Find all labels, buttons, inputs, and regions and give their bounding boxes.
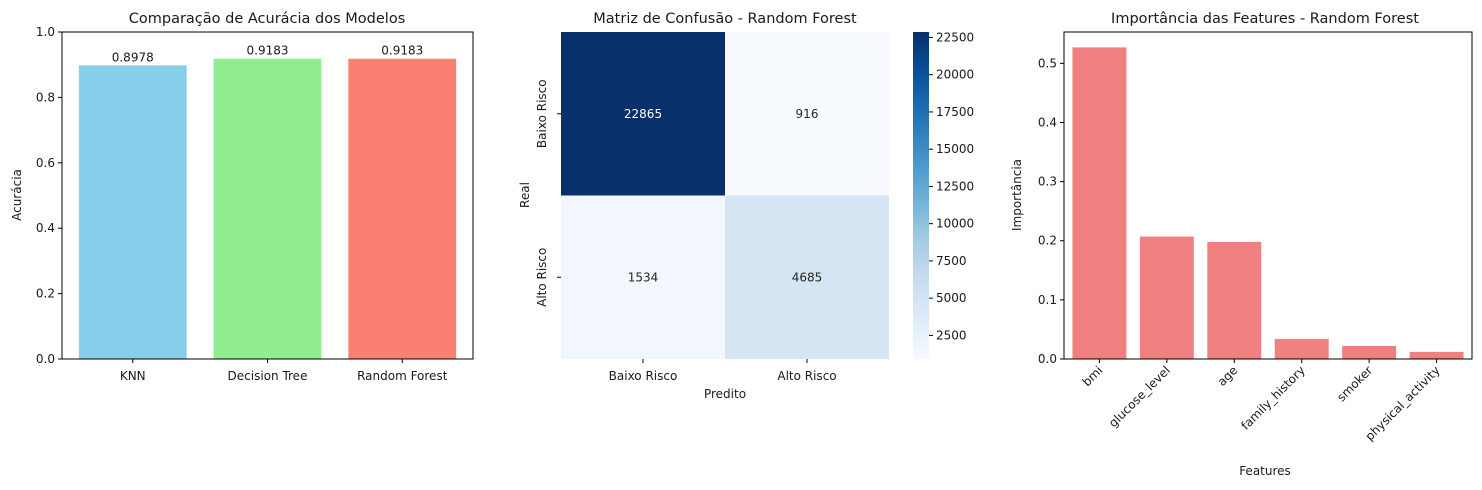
x-tick-label: bmi xyxy=(1080,363,1106,389)
bar xyxy=(1207,241,1262,359)
y-axis-label: Acurácia xyxy=(10,169,24,221)
bar-value-label: 0.8978 xyxy=(112,50,154,64)
x-tick-label: family_history xyxy=(1238,363,1308,433)
y-tick-label: 0.1 xyxy=(1038,293,1057,307)
bar xyxy=(78,65,187,359)
cell-value-label: 1534 xyxy=(628,270,659,284)
y-tick-label: 1.0 xyxy=(36,25,55,39)
plot-frame xyxy=(1063,31,1473,360)
y-tick-label: Alto Risco xyxy=(535,248,549,307)
bar xyxy=(1409,351,1464,359)
colorbar-tick-label: 20000 xyxy=(936,68,974,82)
y-axis-label: Importância xyxy=(1010,159,1024,231)
x-tick-label: Alto Risco xyxy=(777,369,836,383)
x-tick-label: Decision Tree xyxy=(228,369,308,383)
colorbar-tick-label: 15000 xyxy=(936,142,974,156)
x-tick-label: age xyxy=(1215,363,1241,389)
colorbar-tick-label: 5000 xyxy=(936,291,967,305)
colorbar-tick-label: 2500 xyxy=(936,328,967,342)
y-tick-label: 0.6 xyxy=(36,156,55,170)
x-axis-label: Features xyxy=(1239,464,1291,478)
y-tick-label: 0.2 xyxy=(36,287,55,301)
accuracy-comparison-chart: Comparação de Acurácia dos Modelos 0.897… xyxy=(10,11,474,383)
bar-value-label: 0.9183 xyxy=(381,44,423,58)
colorbar-tick-label: 17500 xyxy=(936,105,974,119)
y-tick-label: 0.8 xyxy=(36,90,55,104)
bar xyxy=(1139,236,1194,359)
heatmap-cell xyxy=(725,195,889,359)
y-tick-label: 0.2 xyxy=(1038,234,1057,248)
x-tick-label: glucose_level xyxy=(1106,363,1173,430)
x-tick-label: physical_activity xyxy=(1363,363,1443,443)
x-tick-label: Baixo Risco xyxy=(609,369,678,383)
chart-title: Matriz de Confusão - Random Forest xyxy=(593,11,857,27)
colorbar-tick-label: 12500 xyxy=(936,179,974,193)
y-tick-label: 0.0 xyxy=(1038,352,1057,366)
x-tick-label: Random Forest xyxy=(357,369,448,383)
heatmap-cell xyxy=(725,32,889,196)
bar xyxy=(1342,345,1397,359)
y-tick-label: Baixo Risco xyxy=(535,79,549,148)
cell-value-label: 916 xyxy=(796,107,819,121)
bar xyxy=(213,58,322,359)
bar xyxy=(1072,47,1127,359)
y-tick-label: 0.3 xyxy=(1038,175,1057,189)
heatmap-cell xyxy=(561,32,725,196)
feature-importance-chart: Importância das Features - Random Forest… xyxy=(1010,11,1473,478)
x-tick-label: smoker xyxy=(1334,363,1375,404)
chart-title: Importância das Features - Random Forest xyxy=(1111,11,1419,27)
y-tick-label: 0.4 xyxy=(36,221,55,235)
bar xyxy=(348,58,457,359)
colorbar-tick-label: 22500 xyxy=(936,30,974,44)
y-axis-label: Real xyxy=(518,182,532,208)
y-tick-label: 0.5 xyxy=(1038,56,1057,70)
colorbar-tick-label: 7500 xyxy=(936,254,967,268)
colorbar xyxy=(913,32,929,359)
confusion-matrix-heatmap: Matriz de Confusão - Random Forest 22865… xyxy=(518,11,974,401)
y-tick-label: 0.0 xyxy=(36,352,55,366)
cell-value-label: 4685 xyxy=(792,270,823,284)
bar xyxy=(1274,338,1329,359)
chart-title: Comparação de Acurácia dos Modelos xyxy=(129,11,406,27)
cell-value-label: 22865 xyxy=(624,107,662,121)
x-tick-label: KNN xyxy=(120,369,146,383)
x-axis-label: Predito xyxy=(704,387,746,401)
heatmap-cell xyxy=(561,195,725,359)
plot-frame xyxy=(61,31,474,360)
y-tick-label: 0.4 xyxy=(1038,115,1057,129)
bar-value-label: 0.9183 xyxy=(247,44,289,58)
colorbar-tick-label: 10000 xyxy=(936,217,974,231)
